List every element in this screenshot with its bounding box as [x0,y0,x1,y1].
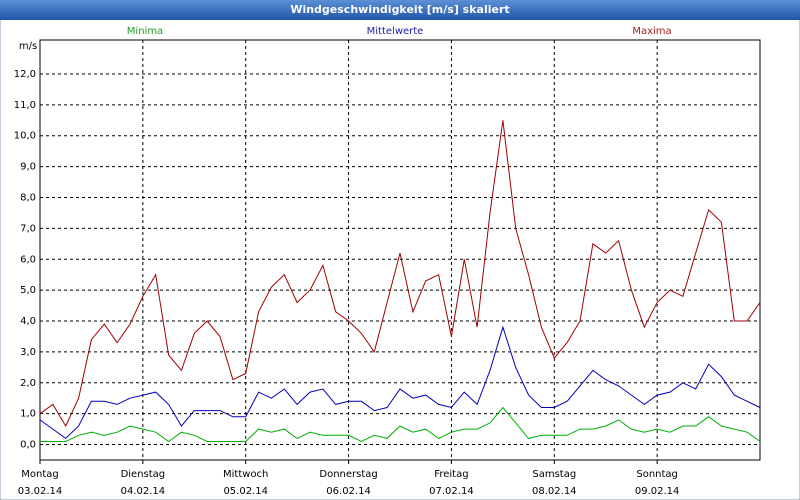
y-tick-label: 1,0 [20,409,36,420]
legend-label: Maxima [632,26,671,37]
y-tick-label: 4,0 [20,316,36,327]
y-tick-label: 10,0 [14,131,36,142]
x-tick-label: Freitag [434,469,468,480]
x-tick-label: Dienstag [121,469,166,480]
title-bar [0,0,800,20]
series-line [39,120,761,428]
y-axis-label: m/s [19,41,37,52]
legend-label: Mittelwerte [367,26,424,37]
legend-label: Minima [127,26,163,37]
y-tick-label: 7,0 [20,223,36,234]
x-tick-label: Sonntag [636,469,678,480]
x-tick-label: Donnerstag [319,469,377,480]
x-tick-label: Samstag [532,469,576,480]
y-tick-label: 8,0 [20,193,36,204]
y-tick-label: 6,0 [20,254,36,265]
chart-title: Windgeschwindigkeit [m/s] skaliert [290,3,509,16]
series-line [40,406,761,443]
x-tick-label: 07.02.14 [429,486,474,497]
y-tick-label: 12,0 [14,69,36,80]
y-tick-label: 5,0 [20,285,36,296]
y-tick-label: 3,0 [20,347,36,358]
x-tick-label: 03.02.14 [18,486,63,497]
x-tick-label: 05.02.14 [223,486,268,497]
y-tick-label: 0,0 [20,440,36,451]
y-tick-label: 11,0 [14,100,36,111]
x-tick-label: Montag [21,469,58,480]
series-line [39,325,761,440]
x-tick-label: 04.02.14 [121,486,166,497]
y-tick-label: 2,0 [20,378,36,389]
x-tick-label: 08.02.14 [532,486,577,497]
y-tick-label: 9,0 [20,162,36,173]
x-tick-label: 09.02.14 [635,486,680,497]
x-tick-label: 06.02.14 [326,486,371,497]
plot-frame [39,39,761,461]
x-tick-label: Mittwoch [223,469,268,480]
